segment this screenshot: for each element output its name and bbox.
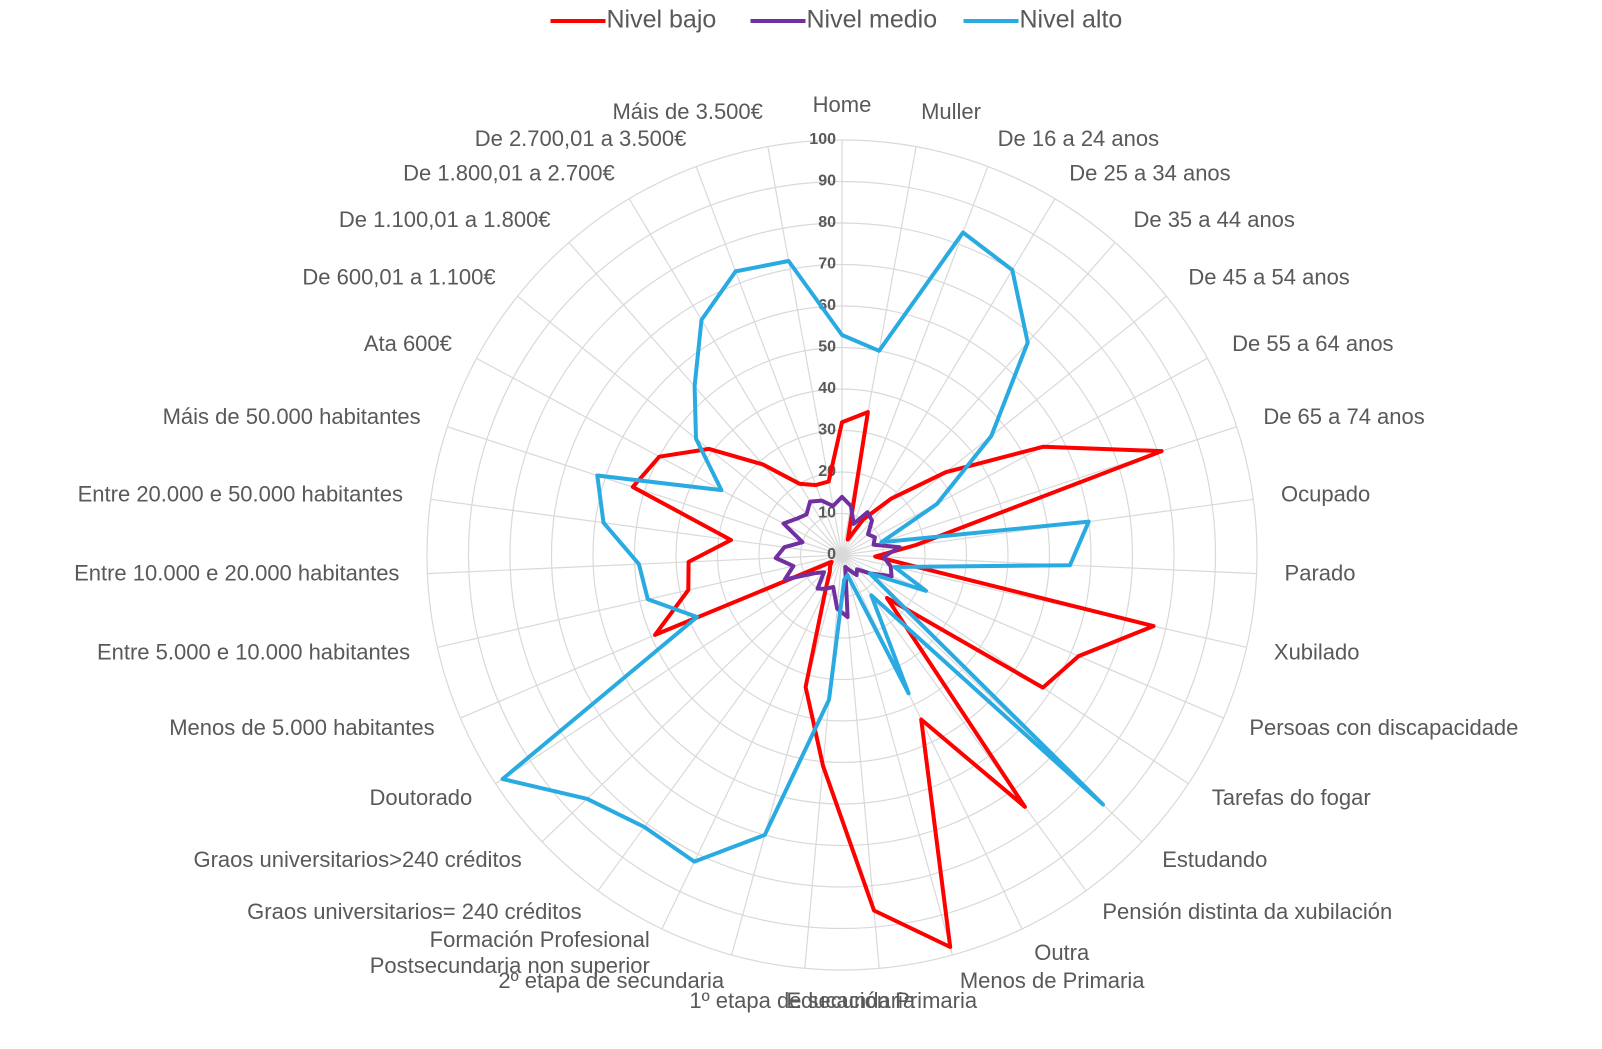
category-label: De 25 a 34 anos bbox=[1069, 161, 1230, 186]
y-tick-label: 100 bbox=[809, 131, 836, 148]
spoke bbox=[628, 198, 843, 556]
spoke bbox=[841, 198, 1056, 556]
category-label: Formación Profesional Postsecundaria non … bbox=[370, 927, 650, 978]
category-label: Máis de 50.000 habitantes bbox=[163, 404, 421, 429]
spoke bbox=[841, 295, 1167, 556]
category-label: Menos de 5.000 habitantes bbox=[169, 715, 434, 740]
category-label: De 35 a 44 anos bbox=[1133, 207, 1294, 232]
spoke bbox=[841, 554, 1189, 785]
category-label: Entre 10.000 e 20.000 habitantes bbox=[74, 561, 399, 586]
category-label: De 2.700,01 a 3.500€ bbox=[475, 126, 687, 151]
spoke bbox=[661, 554, 843, 930]
category-label: De 45 a 54 anos bbox=[1188, 265, 1349, 290]
spoke bbox=[437, 554, 843, 648]
y-tick-label: 70 bbox=[818, 256, 836, 273]
spoke bbox=[695, 166, 843, 556]
spoke bbox=[841, 242, 1116, 556]
category-label: Máis de 3.500€ bbox=[612, 99, 762, 124]
category-label: De 1.100,01 a 1.800€ bbox=[339, 207, 551, 232]
legend: Nivel bajo Nivel medio Nivel alto bbox=[550, 6, 1123, 34]
category-label: Ata 600€ bbox=[364, 331, 452, 356]
spoke bbox=[841, 554, 1023, 930]
spoke bbox=[767, 146, 843, 556]
series-line bbox=[773, 494, 902, 619]
category-label: Graos universitarios= 240 créditos bbox=[247, 899, 581, 924]
y-tick-label: 10 bbox=[818, 505, 836, 522]
legend-label: Nivel bajo bbox=[607, 6, 717, 34]
spoke bbox=[447, 426, 843, 556]
category-label: 2º etapa de secundaria bbox=[498, 968, 725, 993]
category-label: Educación Primaria bbox=[786, 988, 978, 1013]
spoke bbox=[841, 426, 1237, 556]
y-tick-label: 50 bbox=[818, 339, 836, 356]
category-label: De 55 a 64 anos bbox=[1232, 331, 1393, 356]
spoke bbox=[731, 554, 843, 956]
category-label: Pensión distinta da xubilación bbox=[1102, 899, 1392, 924]
category-label: De 600,01 a 1.100€ bbox=[302, 265, 495, 290]
category-label: De 16 a 24 anos bbox=[998, 126, 1159, 151]
spoke bbox=[517, 295, 843, 556]
category-label: 1º etapa de secundaria bbox=[689, 988, 916, 1013]
category-label: Ocupado bbox=[1281, 481, 1370, 506]
category-label: Entre 20.000 e 50.000 habitantes bbox=[78, 481, 403, 506]
category-label: Home bbox=[813, 92, 872, 117]
category-label: Outra bbox=[1034, 940, 1090, 965]
spoke bbox=[841, 554, 1247, 648]
spoke bbox=[841, 357, 1208, 556]
category-label: Doutorado bbox=[370, 785, 473, 810]
spoke bbox=[841, 554, 1224, 719]
spoke bbox=[427, 554, 843, 575]
y-tick-label: 80 bbox=[818, 214, 836, 231]
series-line bbox=[630, 410, 1164, 949]
legend-label: Nivel medio bbox=[807, 6, 938, 34]
legend-label: Nivel alto bbox=[1020, 6, 1123, 34]
spoke bbox=[841, 554, 953, 956]
category-label: Xubilado bbox=[1274, 639, 1360, 664]
y-tick-label: 30 bbox=[818, 422, 836, 439]
category-label: De 65 a 74 anos bbox=[1263, 404, 1424, 429]
spoke bbox=[841, 554, 880, 969]
category-label: Estudando bbox=[1162, 847, 1267, 872]
spoke bbox=[541, 554, 843, 843]
y-tick-label: 40 bbox=[818, 380, 836, 397]
category-label: Parado bbox=[1285, 561, 1356, 586]
category-label: Persoas con discapacidade bbox=[1249, 715, 1518, 740]
spoke bbox=[597, 554, 843, 892]
spoke bbox=[430, 498, 843, 556]
category-label: Muller bbox=[921, 99, 981, 124]
category-label: Tarefas do fogar bbox=[1212, 785, 1371, 810]
category-label: Menos de Primaria bbox=[960, 968, 1145, 993]
y-tick-label: 0 bbox=[827, 546, 836, 563]
spoke bbox=[568, 242, 843, 556]
series-line bbox=[500, 230, 1105, 864]
y-tick-label: 90 bbox=[818, 173, 836, 190]
category-label: De 1.800,01 a 2.700€ bbox=[403, 161, 615, 186]
spoke bbox=[841, 554, 1087, 892]
category-label: Entre 5.000 e 10.000 habitantes bbox=[97, 639, 410, 664]
category-label: Graos universitarios>240 créditos bbox=[193, 847, 521, 872]
spoke bbox=[495, 554, 843, 785]
